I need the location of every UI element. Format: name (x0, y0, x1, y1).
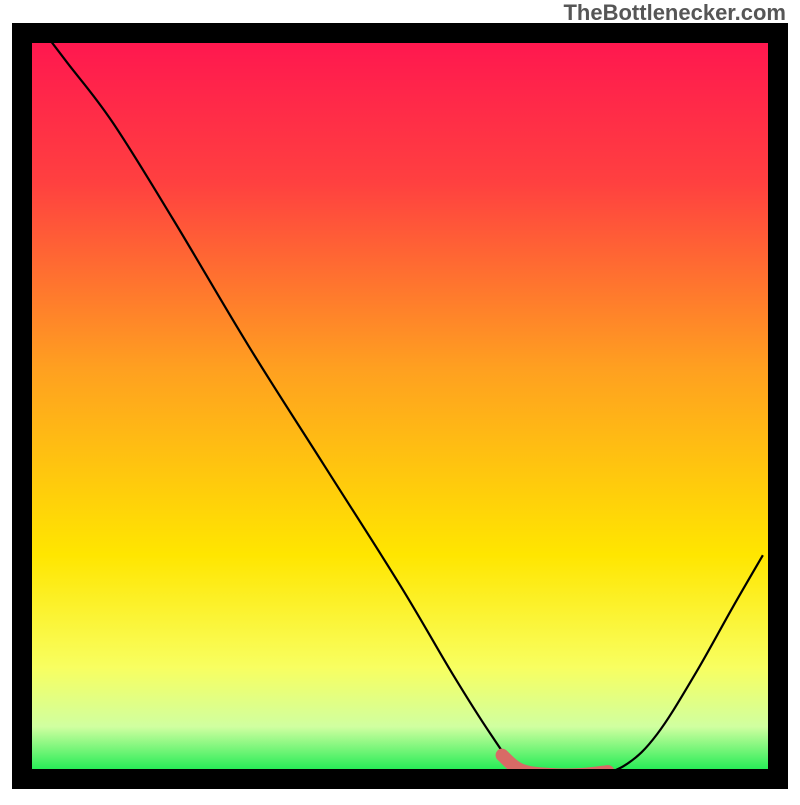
watermark-text: TheBottlenecker.com (563, 0, 786, 26)
bottleneck-chart (0, 0, 800, 800)
chart-background (22, 33, 778, 779)
chart-svg (0, 0, 800, 800)
